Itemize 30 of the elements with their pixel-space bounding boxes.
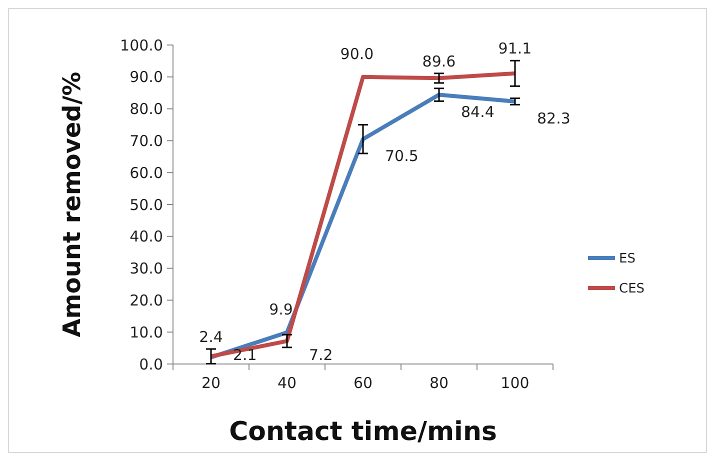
- y-tick-label: 50.0: [130, 196, 163, 214]
- data-label: 7.2: [309, 346, 333, 364]
- y-tick-label: 40.0: [130, 228, 163, 246]
- x-tick-label: 60: [353, 374, 373, 392]
- data-label: 91.1: [498, 40, 532, 58]
- y-tick-label: 60.0: [130, 164, 163, 182]
- data-label: 82.3: [537, 109, 570, 128]
- legend-label: CES: [619, 282, 645, 297]
- y-tick-label: 80.0: [130, 100, 163, 118]
- y-tick-label: 90.0: [130, 68, 163, 86]
- data-label: 70.5: [385, 147, 418, 166]
- data-label: 89.6: [422, 52, 456, 70]
- data-label: 9.9: [269, 300, 293, 318]
- x-axis-title: Contact time/mins: [229, 417, 497, 447]
- data-label: 84.4: [461, 102, 494, 121]
- x-tick-label: 20: [201, 374, 221, 392]
- y-tick-label: 0.0: [139, 355, 163, 374]
- y-axis-title: Amount removed/%: [58, 72, 86, 338]
- data-label: 90.0: [340, 44, 374, 63]
- data-label: 2.4: [199, 328, 223, 346]
- y-tick-label: 30.0: [130, 260, 163, 278]
- y-tick-label: 20.0: [130, 291, 163, 310]
- y-tick-label: 10.0: [130, 323, 163, 342]
- y-tick-label: 100.0: [120, 36, 163, 54]
- x-tick-label: 100: [500, 374, 530, 392]
- y-tick-label: 70.0: [130, 132, 163, 150]
- x-tick-label: 80: [429, 374, 449, 392]
- x-tick-label: 40: [277, 374, 297, 392]
- legend-label: ES: [619, 252, 636, 267]
- data-label: 2.1: [233, 346, 257, 364]
